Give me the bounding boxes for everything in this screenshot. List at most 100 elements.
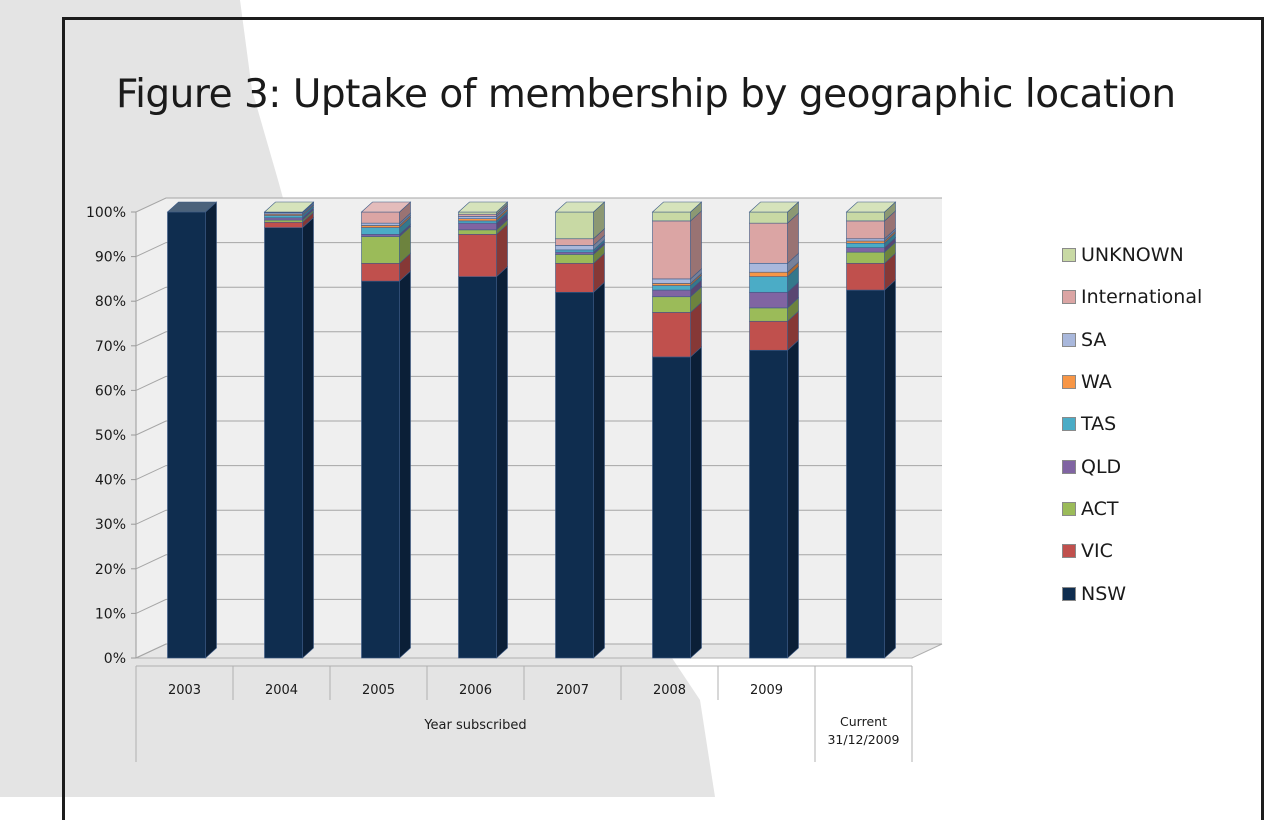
bar-sa-2005 — [361, 222, 400, 226]
x-category-label: 2007 — [556, 683, 589, 698]
bar-top — [554, 201, 606, 213]
bar-side-nsw — [399, 270, 411, 659]
bar-sa-2007 — [555, 245, 594, 251]
legend-swatch — [1062, 586, 1076, 601]
bar-qld-2009 — [749, 291, 788, 309]
legend-item-vic: VIC — [1062, 530, 1202, 572]
bar-wa-2009 — [749, 271, 788, 277]
x-category-label: 2005 — [362, 683, 395, 698]
bar-act-2007 — [555, 254, 594, 264]
bar-top — [845, 201, 897, 213]
bar-top — [748, 201, 800, 213]
bar-international-2008 — [652, 220, 691, 280]
bar-sa-2006 — [458, 216, 497, 219]
bar-tas-2007 — [555, 249, 594, 253]
bar-vic-current — [846, 262, 885, 291]
legend-item-unknown: UNKNOWN — [1062, 234, 1202, 276]
slide-frame — [62, 17, 1264, 820]
legend-item-tas: TAS — [1062, 403, 1202, 445]
bar-qld-2008 — [652, 289, 691, 298]
bar-international-2005 — [361, 211, 400, 224]
chart-legend: UNKNOWN International SA WA TAS QLD ACT VIC NSW — [1062, 234, 1202, 615]
bar-vic-2008 — [652, 312, 691, 358]
bar-nsw-2005 — [361, 280, 400, 659]
bar-unknown-current — [846, 211, 885, 222]
legend-label: VIC — [1081, 540, 1113, 563]
bar-international-2009 — [749, 222, 788, 264]
legend-swatch — [1062, 332, 1076, 347]
y-tick-label: 50% — [95, 428, 126, 444]
bar-wa-2005 — [361, 225, 400, 228]
page-title: Figure 3: Uptake of membership by geogra… — [116, 72, 1176, 117]
bar-tas-2005 — [361, 227, 400, 235]
bar-vic-2009 — [749, 320, 788, 351]
bar-nsw-2006 — [458, 276, 497, 659]
bar-unknown-2007 — [555, 211, 594, 240]
legend-item-qld: QLD — [1062, 445, 1202, 487]
bar-qld-current — [846, 247, 885, 253]
bar-top — [457, 201, 509, 213]
bar-vic-2006 — [458, 234, 497, 277]
y-tick-label: 20% — [95, 562, 126, 578]
bar-side-nsw — [787, 339, 799, 659]
bar-tas-2004 — [264, 215, 303, 219]
bar-sa-2009 — [749, 262, 788, 273]
bar-international-2006 — [458, 213, 497, 217]
y-tick-label: 10% — [95, 606, 126, 622]
bar-side-nsw — [205, 201, 217, 659]
bar-side-nsw — [884, 279, 896, 659]
legend-swatch — [1062, 248, 1076, 263]
bar-vic-2005 — [361, 262, 400, 282]
bar-act-2008 — [652, 296, 691, 313]
legend-swatch — [1062, 290, 1076, 305]
bar-side-international — [690, 210, 702, 280]
legend-swatch — [1062, 417, 1076, 432]
bar-tas-2009 — [749, 276, 788, 293]
floor — [135, 643, 943, 659]
bar-qld-2007 — [555, 251, 594, 255]
y-tick-label: 30% — [95, 517, 126, 533]
y-tick-label: 80% — [95, 294, 126, 310]
bar-act-current — [846, 251, 885, 264]
bar-act-2005 — [361, 236, 400, 264]
bar-wa-2006 — [458, 218, 497, 222]
x-category-label: 2009 — [750, 683, 783, 698]
bar-unknown-2006 — [458, 211, 497, 215]
legend-label: QLD — [1081, 455, 1122, 478]
legend-label: WA — [1081, 371, 1112, 394]
legend-label: UNKNOWN — [1081, 244, 1184, 267]
y-tick-label: 40% — [95, 473, 126, 489]
bar-top — [651, 201, 703, 213]
bar-tas-2006 — [458, 220, 497, 224]
back-wall — [136, 198, 942, 658]
bar-vic-2007 — [555, 262, 594, 293]
bar-act-2009 — [749, 307, 788, 322]
bar-act-2006 — [458, 229, 497, 235]
bar-nsw-2003 — [167, 211, 206, 659]
bar-nsw-current — [846, 289, 885, 659]
bar-act-2004 — [264, 219, 303, 223]
legend-label: TAS — [1081, 413, 1117, 436]
bar-wa-current — [846, 240, 885, 244]
legend-label: SA — [1081, 328, 1107, 351]
bar-international-2007 — [555, 238, 594, 246]
bar-tas-current — [846, 242, 885, 248]
x-category-label: 2004 — [265, 683, 298, 698]
bar-international-current — [846, 220, 885, 240]
bar-nsw-2004 — [264, 227, 303, 659]
legend-label: NSW — [1081, 582, 1127, 605]
bar-side-nsw — [496, 265, 508, 659]
bar-nsw-2008 — [652, 356, 691, 659]
stacked-bar-chart: 0% 10% 20% 30% 40% 50% 60% 70% 80% 90% 100% 2003 20… — [86, 197, 943, 762]
gridline — [135, 197, 942, 213]
legend-item-sa: SA — [1062, 319, 1202, 361]
legend-swatch — [1062, 375, 1076, 390]
x-category-label: 2006 — [459, 683, 492, 698]
bar-side-nsw — [302, 216, 314, 659]
legend-swatch — [1062, 501, 1076, 516]
x-category-label: Current 31/12/2009 — [827, 714, 899, 747]
legend-label: ACT — [1081, 497, 1119, 520]
bar-vic-2004 — [264, 221, 303, 228]
bar-top — [263, 201, 315, 213]
legend-swatch — [1062, 459, 1076, 474]
